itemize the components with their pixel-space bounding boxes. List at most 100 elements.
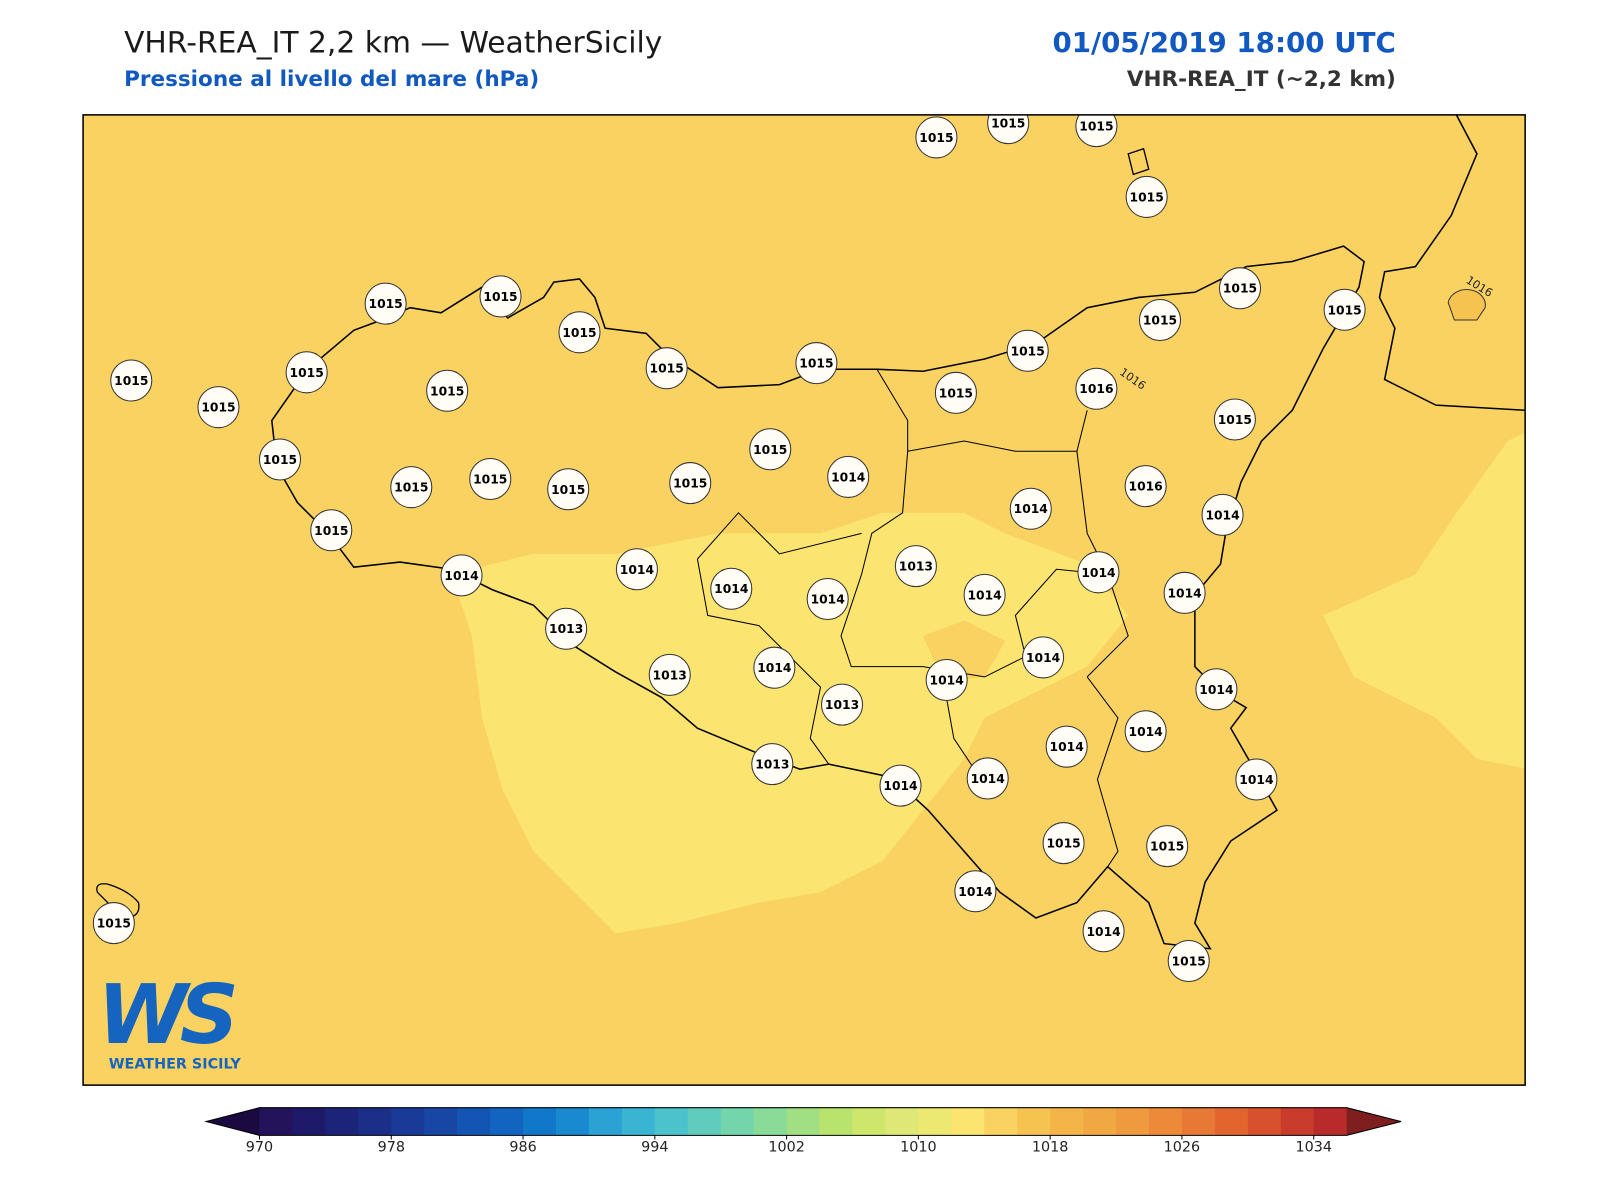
- station-marker: [285, 351, 328, 394]
- station-value: 1015: [1223, 282, 1257, 296]
- station: 1014: [1022, 636, 1065, 679]
- station: 1015: [110, 359, 153, 402]
- station-marker: [1167, 940, 1210, 983]
- station-marker: [821, 683, 864, 726]
- station-value: 1014: [1081, 566, 1115, 580]
- station-marker: [915, 116, 958, 159]
- station-value: 1015: [1218, 413, 1252, 427]
- colorbar-swatch: [1181, 1107, 1216, 1136]
- colorbar-swatch: [1148, 1107, 1183, 1136]
- title: VHR-REA_IT 2,2 km — WeatherSicily: [124, 26, 662, 61]
- station-value: 1015: [430, 384, 464, 398]
- station-value: 1014: [620, 563, 654, 577]
- station: 1014: [966, 757, 1009, 800]
- colorbar-swatch: [325, 1107, 359, 1136]
- station-marker: [1124, 465, 1167, 508]
- station: 1014: [1124, 710, 1167, 753]
- station-marker: [364, 282, 407, 325]
- colorbar-tick-label: 986: [509, 1140, 536, 1156]
- station-value: 1014: [971, 772, 1005, 786]
- coastline-calabria: [1378, 114, 1526, 412]
- station-marker: [310, 509, 353, 552]
- colorbar-swatch: [358, 1107, 392, 1136]
- station-marker: [710, 567, 753, 610]
- station-value: 1015: [551, 483, 585, 497]
- colorbar-swatch: [555, 1107, 590, 1136]
- station: 1015: [645, 347, 688, 390]
- station-marker: [1022, 636, 1065, 679]
- colorbar-swatch: [852, 1107, 886, 1136]
- station-value: 1015: [473, 473, 507, 487]
- station: 1015: [92, 902, 135, 945]
- map: 1015 1015 1015 1015 1015 1015 1015 1015 1015 1015…: [83, 114, 1526, 1086]
- station-marker: [1124, 710, 1167, 753]
- station-marker: [669, 462, 712, 505]
- station: 1015: [1213, 398, 1256, 441]
- station-value: 1015: [1011, 344, 1045, 358]
- station: 1013: [648, 653, 691, 696]
- station: 1014: [925, 658, 968, 702]
- station: 1015: [1075, 114, 1118, 148]
- station: 1015: [934, 371, 977, 414]
- colorbar-tick-label: 1010: [900, 1140, 937, 1156]
- station-value: 1014: [831, 470, 865, 484]
- station-value: 1015: [939, 386, 973, 400]
- station: 1014: [753, 646, 796, 689]
- station: 1015: [1006, 329, 1049, 372]
- station-value: 1015: [314, 524, 348, 538]
- station: 1015: [749, 428, 792, 471]
- station-value: 1014: [967, 588, 1001, 602]
- station: 1014: [806, 577, 849, 620]
- station-value: 1013: [549, 622, 583, 636]
- station-value: 1013: [653, 668, 687, 682]
- colorbar-swatch: [720, 1107, 755, 1136]
- station: 1015: [1167, 940, 1210, 983]
- colorbar-swatch: [1050, 1107, 1084, 1136]
- station-value: 1015: [919, 131, 953, 145]
- station-marker: [469, 457, 512, 500]
- colorbar-under: [206, 1107, 260, 1136]
- station-marker: [197, 386, 240, 429]
- colorbar-swatch: [984, 1107, 1018, 1136]
- station: 1015: [197, 386, 240, 429]
- station: 1014: [1045, 725, 1088, 768]
- logo: WS WEATHER SICILY: [97, 968, 242, 1073]
- colorbar-swatch: [885, 1107, 919, 1136]
- station-marker: [110, 359, 153, 402]
- station: 1016: [1124, 465, 1167, 508]
- colorbar-swatch: [1313, 1107, 1348, 1136]
- station-marker: [1218, 267, 1262, 310]
- model: VHR-REA_IT (~2,2 km): [1127, 67, 1396, 92]
- station: 1014: [1082, 910, 1125, 953]
- station-marker: [1138, 298, 1182, 342]
- station-marker: [934, 371, 977, 414]
- station-value: 1016: [1129, 480, 1163, 494]
- station: 1015: [915, 116, 958, 159]
- logo-text: WEATHER SICILY: [109, 1057, 242, 1073]
- station-value: 1015: [991, 117, 1025, 131]
- colorbar-swatch: [1083, 1107, 1117, 1136]
- station: 1015: [258, 438, 302, 481]
- low-area: [1323, 432, 1526, 769]
- station: 1014: [1077, 551, 1120, 594]
- station-marker: [925, 658, 968, 702]
- station: 1015: [479, 275, 522, 318]
- colorbar-swatch: [588, 1107, 623, 1136]
- colorbar-tick-label: 1034: [1295, 1140, 1332, 1156]
- station-marker: [440, 554, 483, 597]
- colorbar-tick-label: 1002: [768, 1140, 805, 1156]
- colorbar-swatch: [292, 1107, 326, 1136]
- colorbar-over: [1346, 1107, 1402, 1136]
- station-value: 1014: [1026, 651, 1060, 665]
- station-marker: [806, 577, 849, 620]
- colorbar-swatch: [1247, 1107, 1282, 1136]
- station-value: 1015: [97, 917, 131, 931]
- colorbar-tick-label: 1018: [1032, 1140, 1069, 1156]
- station-value: 1014: [714, 582, 748, 596]
- station: 1015: [1042, 822, 1085, 865]
- station: 1015: [558, 311, 601, 354]
- station-value: 1015: [1172, 955, 1206, 969]
- station-value: 1013: [825, 698, 859, 712]
- colorbar-tick-label: 970: [246, 1140, 273, 1156]
